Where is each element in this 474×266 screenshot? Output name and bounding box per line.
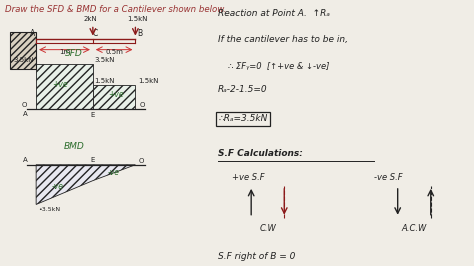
Text: 0.5m: 0.5m xyxy=(105,49,123,55)
Text: A: A xyxy=(23,157,28,163)
Text: B: B xyxy=(137,29,143,38)
Text: 2kN: 2kN xyxy=(83,16,97,22)
Text: If the cantilever has to be in,: If the cantilever has to be in, xyxy=(218,35,348,44)
Text: E: E xyxy=(91,112,95,118)
Text: 1.5kN: 1.5kN xyxy=(128,16,148,22)
Polygon shape xyxy=(93,85,136,109)
Text: O: O xyxy=(140,102,145,108)
Text: +ve S.F: +ve S.F xyxy=(232,173,265,182)
Text: ∴Rₐ=3.5kN: ∴Rₐ=3.5kN xyxy=(218,114,267,123)
Text: 1m: 1m xyxy=(59,49,70,55)
Text: +ve: +ve xyxy=(109,90,124,99)
Text: O: O xyxy=(22,102,27,108)
Polygon shape xyxy=(36,165,136,205)
Text: S.F right of B = 0: S.F right of B = 0 xyxy=(218,252,295,261)
Text: -ve S.F: -ve S.F xyxy=(374,173,403,182)
Polygon shape xyxy=(10,32,36,69)
Text: +ve: +ve xyxy=(52,80,68,89)
Text: A.C.W: A.C.W xyxy=(401,224,427,233)
Text: 3.5kN: 3.5kN xyxy=(13,57,34,63)
Text: E: E xyxy=(91,157,95,163)
Text: -ve: -ve xyxy=(51,182,64,190)
Text: ∴ ΣFᵧ=0  [↑+ve & ↓-ve]: ∴ ΣFᵧ=0 [↑+ve & ↓-ve] xyxy=(228,61,329,70)
Text: 1.5kN: 1.5kN xyxy=(94,78,115,84)
Text: 1.5kN: 1.5kN xyxy=(138,78,158,84)
Text: 3.5kN: 3.5kN xyxy=(94,57,115,63)
Text: C: C xyxy=(92,29,98,38)
Text: Rₐ-2-1.5=0: Rₐ-2-1.5=0 xyxy=(218,85,268,94)
Text: -ve: -ve xyxy=(108,168,120,177)
Text: •3.5kN: •3.5kN xyxy=(38,207,61,212)
Text: O: O xyxy=(138,158,144,164)
Text: A: A xyxy=(23,110,28,117)
Text: C.W: C.W xyxy=(259,224,276,233)
Text: Draw the SFD & BMD for a Cantilever shown below.: Draw the SFD & BMD for a Cantilever show… xyxy=(5,5,227,14)
Text: S.F Calculations:: S.F Calculations: xyxy=(218,149,303,158)
Polygon shape xyxy=(36,64,93,109)
Text: BMD: BMD xyxy=(64,142,84,151)
Text: Reaction at Point A.  ↑Rₐ: Reaction at Point A. ↑Rₐ xyxy=(218,9,330,18)
Text: A: A xyxy=(30,29,35,38)
Text: SFD: SFD xyxy=(65,49,83,58)
